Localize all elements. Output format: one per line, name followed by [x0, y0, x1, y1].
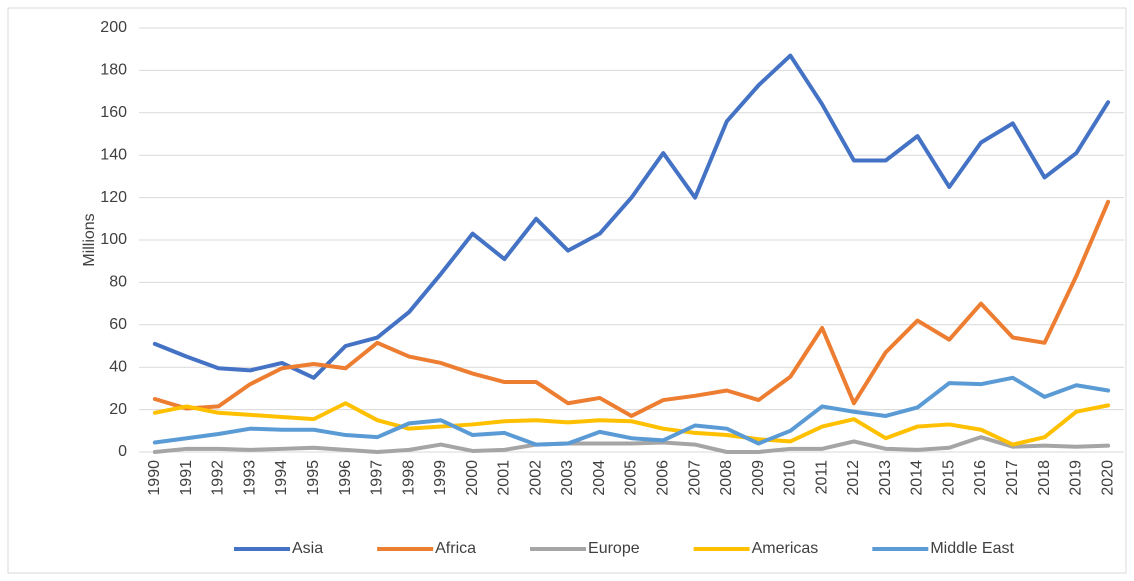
x-tick-label: 2020: [1099, 460, 1116, 496]
x-tick-label: 2002: [527, 460, 544, 496]
x-tick-label: 1997: [369, 460, 386, 496]
y-tick-label: 180: [100, 62, 127, 79]
x-tick-label: 2001: [496, 460, 513, 496]
series-line: [152, 375, 1111, 447]
series-line: [152, 199, 1111, 418]
legend-label: Asia: [292, 540, 323, 557]
x-tick-label: 2008: [718, 460, 735, 496]
series-line: [152, 401, 1111, 447]
x-tick-label: 1990: [146, 460, 163, 496]
x-tick-label: 2004: [591, 460, 608, 496]
y-tick-label: 80: [109, 274, 127, 291]
x-tick-label: 2000: [464, 460, 481, 496]
series-line: [152, 53, 1111, 380]
y-tick-label: 0: [118, 443, 127, 460]
chart-border: [7, 7, 1127, 574]
y-tick-label: 140: [100, 146, 127, 163]
x-tick-label: 2009: [750, 460, 767, 496]
x-tick-label: 2018: [1036, 460, 1053, 496]
x-tick-label: 2017: [1004, 460, 1021, 496]
legend-label: Middle East: [930, 540, 1014, 557]
x-tick-label: 2016: [972, 460, 989, 496]
x-tick-label: 2019: [1068, 460, 1085, 496]
x-tick-label: 2010: [782, 460, 799, 496]
x-tick-label: 2014: [909, 460, 926, 496]
legend-label: Africa: [435, 540, 476, 557]
x-tick-label: 2003: [559, 460, 576, 496]
y-tick-label: 120: [100, 189, 127, 206]
y-tick-label: 20: [109, 401, 127, 418]
x-tick-label: 1994: [273, 460, 290, 496]
x-tick-label: 1995: [305, 460, 322, 496]
x-tick-label: 2012: [845, 460, 862, 496]
x-tick-label: 2007: [686, 460, 703, 496]
y-tick-label: 200: [100, 19, 127, 36]
x-tick-label: 1999: [432, 460, 449, 496]
legend-label: Americas: [752, 540, 819, 557]
y-tick-label: 60: [109, 316, 127, 333]
x-tick-label: 2005: [623, 460, 640, 496]
y-tick-label: 100: [100, 231, 127, 248]
y-tick-label: 40: [109, 358, 127, 375]
y-axis-label: Millions: [81, 213, 98, 266]
x-tick-label: 2011: [813, 460, 830, 495]
series-line: [152, 435, 1111, 454]
x-tick-label: 1991: [178, 460, 195, 496]
x-tick-label: 2013: [877, 460, 894, 496]
legend-label: Europe: [588, 540, 640, 557]
y-tick-label: 160: [100, 104, 127, 121]
x-tick-label: 2006: [654, 460, 671, 496]
x-tick-label: 1998: [400, 460, 417, 496]
x-tick-label: 2015: [940, 460, 957, 496]
x-tick-label: 1996: [337, 460, 354, 496]
x-tick-label: 1993: [241, 460, 258, 496]
x-tick-label: 1992: [210, 460, 227, 496]
